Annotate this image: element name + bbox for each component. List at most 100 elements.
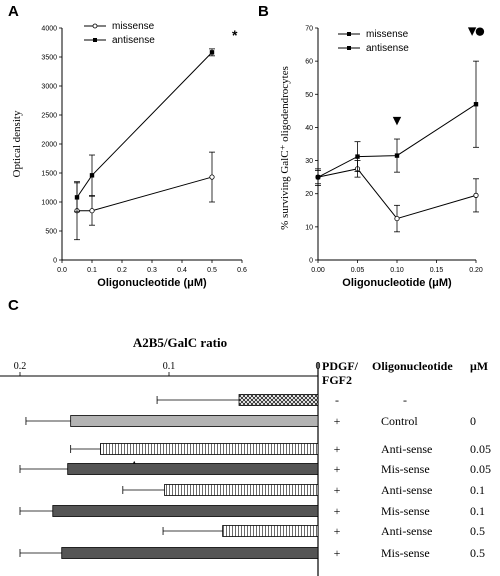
point-antisense (89, 173, 95, 178)
panel-a-ylabel: Optical density (11, 110, 23, 177)
x-tick-label: 0.10 (390, 267, 404, 274)
c-row-um: 0.05 (470, 462, 491, 476)
c-row-um: 0.5 (470, 524, 485, 538)
panel-b-xlabel: Oligonucleotide (μM) (342, 277, 452, 289)
y-tick-label: 50 (305, 92, 313, 99)
panel-c-col-um: μM (470, 359, 488, 373)
c-row-oligo: Anti-sense (381, 524, 432, 538)
c-row-pdgf: + (334, 442, 341, 456)
y-tick-label: 2500 (41, 113, 57, 120)
point-antisense (315, 174, 321, 180)
x-tick-label: 0.15 (430, 267, 444, 274)
series-line-antisense (76, 52, 213, 198)
c-row-oligo: Control (381, 414, 418, 428)
x-tick-label: 0.2 (117, 267, 127, 274)
panel-b-legend-antisense: antisense (366, 43, 409, 54)
c-row-um: 0.5 (470, 546, 485, 560)
y-tick-label: 40 (305, 125, 313, 132)
y-tick-label: 3500 (41, 55, 57, 62)
c-row-oligo: Mis-sense (381, 462, 430, 476)
panel-b-annotation: ● (475, 25, 485, 38)
c-tick-label: 0 (316, 361, 321, 372)
panel-c-chart: A2B5/GalC ratio PDGF/ FGF2 Oligonucleoti… (0, 335, 491, 576)
panel-b-legend: missense antisense (338, 29, 409, 54)
y-tick-label: 500 (45, 229, 57, 236)
panel-c-letter: C (8, 297, 19, 314)
x-tick-label: 0.05 (351, 267, 365, 274)
x-tick-label: 0.5 (207, 267, 217, 274)
panel-a-chart: Optical density Oligonucleotide (μM) mis… (11, 21, 247, 289)
c-row-um: 0.1 (470, 504, 485, 518)
c-bar (238, 394, 319, 406)
c-row-oligo: Mis-sense (381, 546, 430, 560)
c-row-um: 0.1 (470, 483, 485, 497)
panel-b-annotation: ▼ (393, 114, 402, 127)
c-bar (67, 463, 319, 475)
panel-b-chart: % surviving GalC⁺ oligodendrocytes Oligo… (279, 25, 485, 289)
x-tick-label: 0.20 (469, 267, 483, 274)
c-row-pdgf: - (335, 393, 339, 407)
c-tick-label: 0.1 (163, 361, 176, 372)
panel-a-legend: missense antisense (84, 21, 155, 46)
c-tick-label: 0.2 (14, 361, 27, 372)
c-row-oligo: Anti-sense (381, 483, 432, 497)
panel-a-letter: A (8, 3, 19, 20)
panel-a-xlabel: Oligonucleotide (μM) (97, 277, 207, 289)
c-bar (222, 525, 319, 537)
c-bar (70, 415, 319, 427)
panel-a-star: * (232, 27, 238, 43)
c-row-pdgf: + (334, 546, 341, 560)
y-tick-label: 1000 (41, 200, 57, 207)
y-tick-label: 1500 (41, 171, 57, 178)
c-row-pdgf: + (334, 414, 341, 428)
c-row-pdgf: + (334, 483, 341, 497)
panel-b-legend-missense: missense (366, 29, 409, 40)
c-row-um: 0 (470, 414, 476, 428)
point-missense (89, 208, 95, 214)
panel-c-col-oligo: Oligonucleotide (372, 359, 453, 373)
y-tick-label: 2000 (41, 142, 57, 149)
c-row-pdgf: + (334, 524, 341, 538)
x-tick-label: 0.3 (147, 267, 157, 274)
panel-a-legend-antisense: antisense (112, 35, 155, 46)
c-row-pdgf: + (334, 462, 341, 476)
y-tick-label: 70 (305, 26, 313, 33)
point-missense (473, 192, 479, 198)
x-tick-label: 0.6 (237, 267, 247, 274)
panel-c-col-pdgf: PDGF/ (322, 359, 359, 373)
point-missense (394, 215, 400, 222)
point-antisense (355, 154, 360, 159)
c-row-um: 0.05 (470, 442, 491, 456)
x-tick-label: 0.1 (87, 267, 97, 274)
panel-c-col-fgf2: FGF2 (322, 373, 352, 387)
c-row-oligo: Mis-sense (381, 504, 430, 518)
panel-b-letter: B (258, 3, 269, 20)
panel-b-annotation: ▼ (468, 25, 477, 38)
c-row-oligo: - (403, 393, 407, 407)
c-row-oligo: Anti-sense (381, 442, 432, 456)
panel-b-ylabel: % surviving GalC⁺ oligodendrocytes (279, 66, 291, 230)
y-tick-label: 0 (309, 258, 313, 265)
y-tick-label: 0 (53, 258, 57, 265)
y-tick-label: 10 (305, 224, 313, 231)
y-tick-label: 30 (305, 158, 313, 165)
point-missense (209, 174, 215, 180)
x-tick-label: 0.4 (177, 267, 187, 274)
point-antisense (74, 195, 80, 200)
point-antisense (473, 102, 479, 107)
series-line-antisense (317, 103, 477, 178)
y-tick-label: 60 (305, 59, 313, 66)
c-bar (164, 484, 319, 496)
y-tick-label: 4000 (41, 26, 57, 33)
x-tick-label: 0.00 (311, 267, 325, 274)
series-line-missense (77, 176, 213, 212)
panel-c-title: A2B5/GalC ratio (133, 335, 227, 350)
c-bar (61, 547, 319, 559)
y-tick-label: 3000 (41, 84, 57, 91)
x-tick-label: 0.0 (57, 267, 67, 274)
point-antisense (394, 153, 400, 158)
point-antisense (209, 50, 215, 55)
c-bar (100, 443, 319, 455)
c-bar (52, 505, 319, 517)
